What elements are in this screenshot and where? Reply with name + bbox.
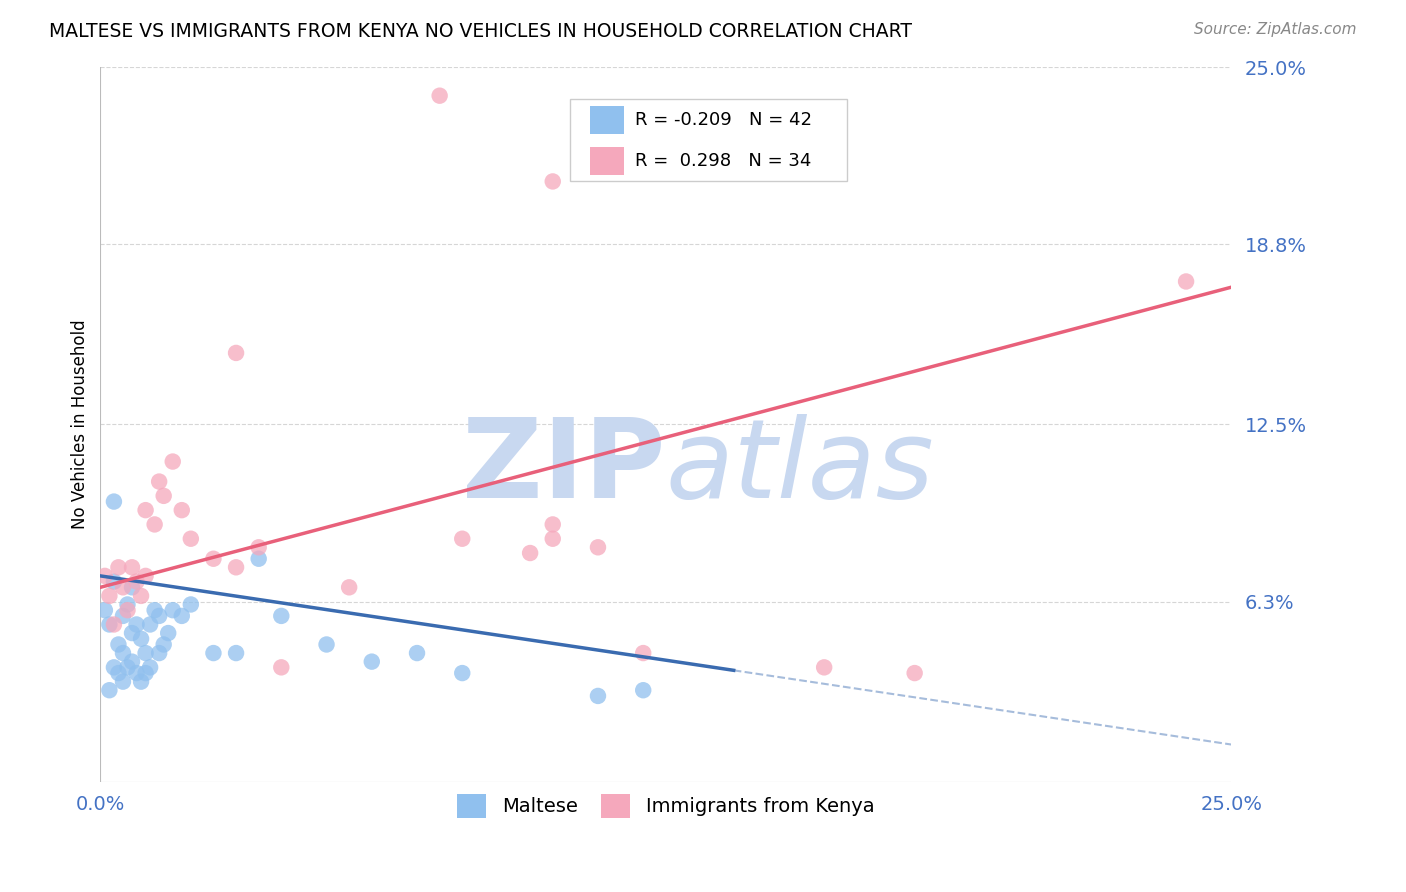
Text: Source: ZipAtlas.com: Source: ZipAtlas.com — [1194, 22, 1357, 37]
Point — [117, 603, 139, 617]
Point — [429, 88, 451, 103]
Point — [247, 551, 270, 566]
Point — [162, 603, 184, 617]
Y-axis label: No Vehicles in Household: No Vehicles in Household — [72, 319, 89, 529]
Point — [98, 617, 121, 632]
Point — [152, 489, 174, 503]
Point — [1175, 275, 1198, 289]
Point — [94, 569, 117, 583]
Text: ZIP: ZIP — [463, 414, 666, 521]
Point — [157, 626, 180, 640]
Point — [202, 551, 225, 566]
Point — [111, 608, 134, 623]
Point — [813, 660, 835, 674]
Point — [225, 560, 247, 574]
Point — [103, 494, 125, 508]
Point — [148, 608, 170, 623]
Point — [451, 532, 474, 546]
Point — [111, 580, 134, 594]
Point — [129, 632, 152, 646]
Point — [107, 560, 129, 574]
Point — [129, 674, 152, 689]
Point — [180, 598, 202, 612]
Text: R =  0.298   N = 34: R = 0.298 N = 34 — [636, 152, 811, 169]
Point — [139, 617, 162, 632]
Point — [103, 574, 125, 589]
Point — [98, 683, 121, 698]
Point — [135, 569, 157, 583]
Point — [139, 660, 162, 674]
Point — [631, 646, 654, 660]
Point — [631, 683, 654, 698]
Point — [519, 546, 541, 560]
Point — [152, 638, 174, 652]
Point — [270, 660, 292, 674]
Point — [135, 666, 157, 681]
Point — [247, 541, 270, 555]
Point — [125, 617, 148, 632]
Point — [360, 655, 382, 669]
Text: MALTESE VS IMMIGRANTS FROM KENYA NO VEHICLES IN HOUSEHOLD CORRELATION CHART: MALTESE VS IMMIGRANTS FROM KENYA NO VEHI… — [49, 22, 912, 41]
Point — [107, 666, 129, 681]
Point — [148, 475, 170, 489]
Point — [121, 655, 143, 669]
Point — [121, 580, 143, 594]
Point — [103, 660, 125, 674]
Point — [406, 646, 429, 660]
Point — [586, 541, 609, 555]
Point — [143, 517, 166, 532]
Point — [125, 666, 148, 681]
Legend: Maltese, Immigrants from Kenya: Maltese, Immigrants from Kenya — [450, 786, 882, 826]
Point — [98, 589, 121, 603]
Point — [121, 626, 143, 640]
Point — [541, 517, 564, 532]
Point — [315, 638, 337, 652]
Point — [170, 503, 193, 517]
Point — [451, 666, 474, 681]
Point — [107, 638, 129, 652]
Point — [125, 574, 148, 589]
Point — [135, 646, 157, 660]
Point — [148, 646, 170, 660]
Point — [586, 689, 609, 703]
Point — [94, 603, 117, 617]
Text: R = -0.209   N = 42: R = -0.209 N = 42 — [636, 111, 813, 128]
Point — [180, 532, 202, 546]
Point — [129, 589, 152, 603]
Point — [170, 608, 193, 623]
Point — [541, 174, 564, 188]
Bar — [591, 105, 624, 134]
Point — [225, 646, 247, 660]
Point — [143, 603, 166, 617]
Point — [135, 503, 157, 517]
Point — [541, 532, 564, 546]
Point — [162, 454, 184, 468]
Point — [103, 617, 125, 632]
Bar — [591, 146, 624, 175]
FancyBboxPatch shape — [569, 99, 846, 181]
Point — [117, 598, 139, 612]
Point — [111, 674, 134, 689]
Point — [121, 560, 143, 574]
Point — [117, 660, 139, 674]
Text: atlas: atlas — [666, 414, 935, 521]
Point — [202, 646, 225, 660]
Point — [337, 580, 360, 594]
Point — [904, 666, 927, 681]
Point — [225, 346, 247, 360]
Point — [111, 646, 134, 660]
Point — [270, 608, 292, 623]
